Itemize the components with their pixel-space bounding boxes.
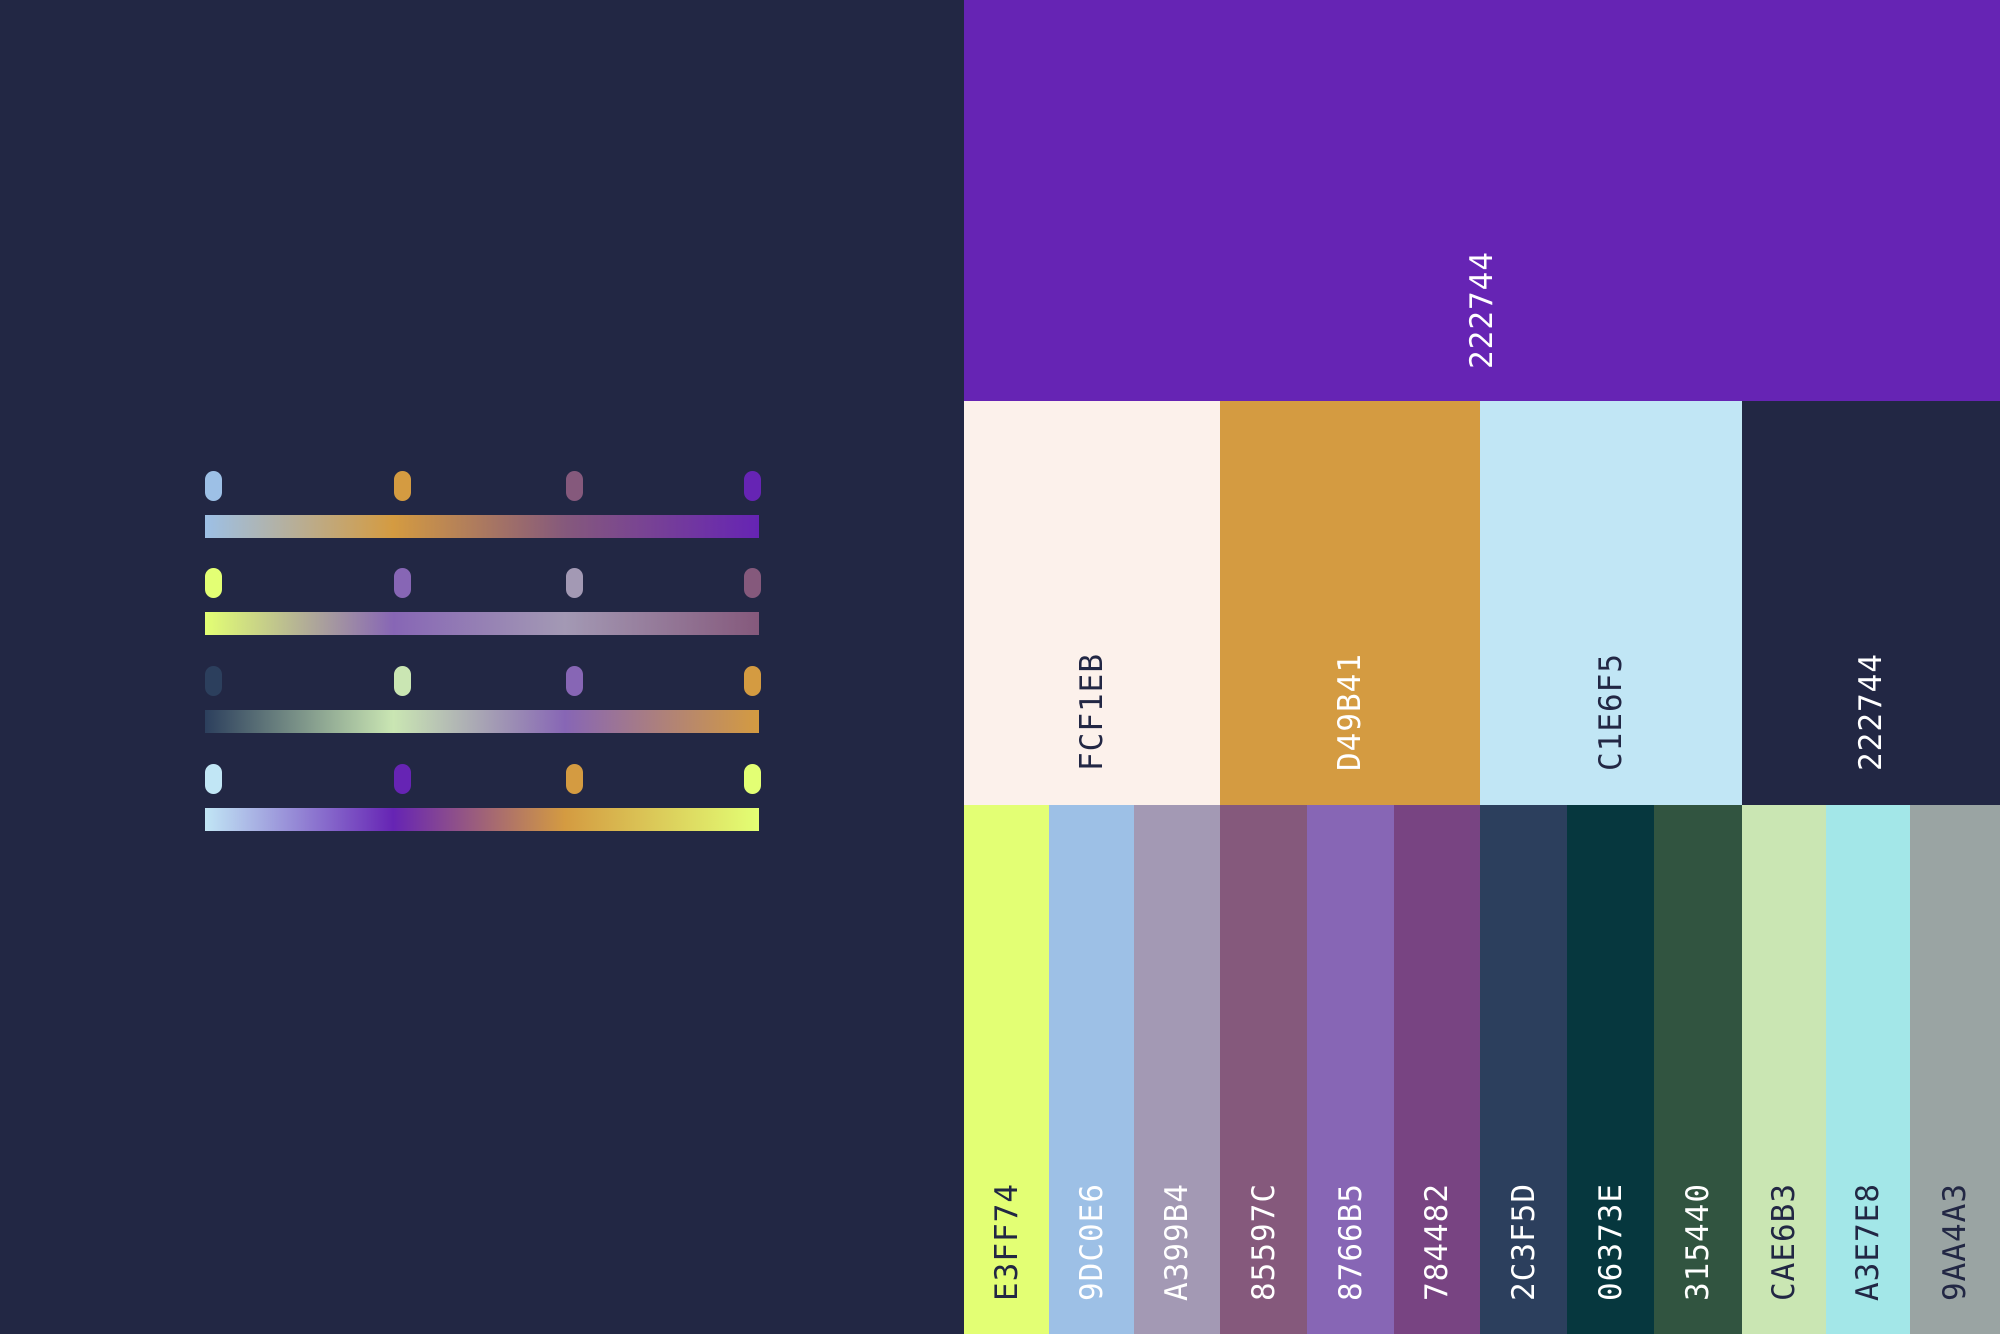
color-swatch: FCF1EB [964,401,1220,805]
gradient-stop-marker [394,471,411,501]
gradient-stop-marker [394,666,411,696]
color-swatch: D49B41 [1220,401,1480,805]
color-swatch: CAE6B3 [1742,805,1826,1334]
color-swatch: 222744 [964,0,2000,401]
color-swatch: 222744 [1742,401,2000,805]
color-swatch: 06373E [1567,805,1654,1334]
hex-code-label: FCF1EB [1074,653,1110,771]
gradient-row [0,764,964,834]
gradient-stop-marker [566,764,583,794]
gradient-stop-marker [205,568,222,598]
color-swatch: A399B4 [1134,805,1220,1334]
gradient-bar [205,515,759,538]
color-swatch: 784482 [1394,805,1480,1334]
gradient-stop-marker [744,471,761,501]
color-swatch: 9DC0E6 [1049,805,1134,1334]
gradient-stop-marker [566,666,583,696]
gradient-bar [205,710,759,733]
gradient-stop-marker [566,471,583,501]
color-swatch: 315440 [1654,805,1742,1334]
color-swatch: A3E7E8 [1826,805,1910,1334]
hex-code-label: 9AA4A3 [1937,1183,1973,1301]
color-swatch: 9AA4A3 [1910,805,2000,1334]
gradient-stop-marker [205,764,222,794]
hex-code-label: D49B41 [1332,653,1368,771]
hex-code-label: 8766B5 [1332,1183,1369,1301]
hex-code-label: A3E7E8 [1850,1183,1886,1301]
hex-code-label: 784482 [1419,1183,1455,1301]
gradient-row [0,471,964,541]
hex-code-label: 222744 [1853,653,1889,771]
gradient-stop-marker [394,568,411,598]
hex-code-label: E3FF74 [988,1183,1025,1301]
color-swatch: C1E6F5 [1480,401,1742,805]
gradient-stop-marker [205,666,222,696]
color-swatch: 2C3F5D [1480,805,1567,1334]
gradient-preview-panel [0,0,964,1334]
gradient-row [0,666,964,736]
hex-code-label: A399B4 [1159,1183,1195,1301]
hex-code-label: 222744 [1464,251,1500,369]
gradient-stop-marker [394,764,411,794]
hex-code-label: 06373E [1592,1183,1629,1301]
color-swatch: E3FF74 [964,805,1049,1334]
hex-code-label: 9DC0E6 [1073,1183,1110,1301]
hex-code-label: CAE6B3 [1766,1183,1802,1301]
gradient-row [0,568,964,638]
gradient-stop-marker [566,568,583,598]
gradient-stop-marker [205,471,222,501]
hex-code-label: C1E6F5 [1593,653,1629,771]
hex-code-label: 2C3F5D [1505,1183,1542,1301]
color-swatch: 8766B5 [1307,805,1394,1334]
gradient-bar [205,808,759,831]
hex-code-label: 85597C [1245,1183,1282,1301]
hex-code-label: 315440 [1680,1183,1716,1301]
gradient-stop-marker [744,764,761,794]
color-swatch: 85597C [1220,805,1307,1334]
gradient-stop-marker [744,666,761,696]
gradient-stop-marker [744,568,761,598]
gradient-bar [205,612,759,635]
